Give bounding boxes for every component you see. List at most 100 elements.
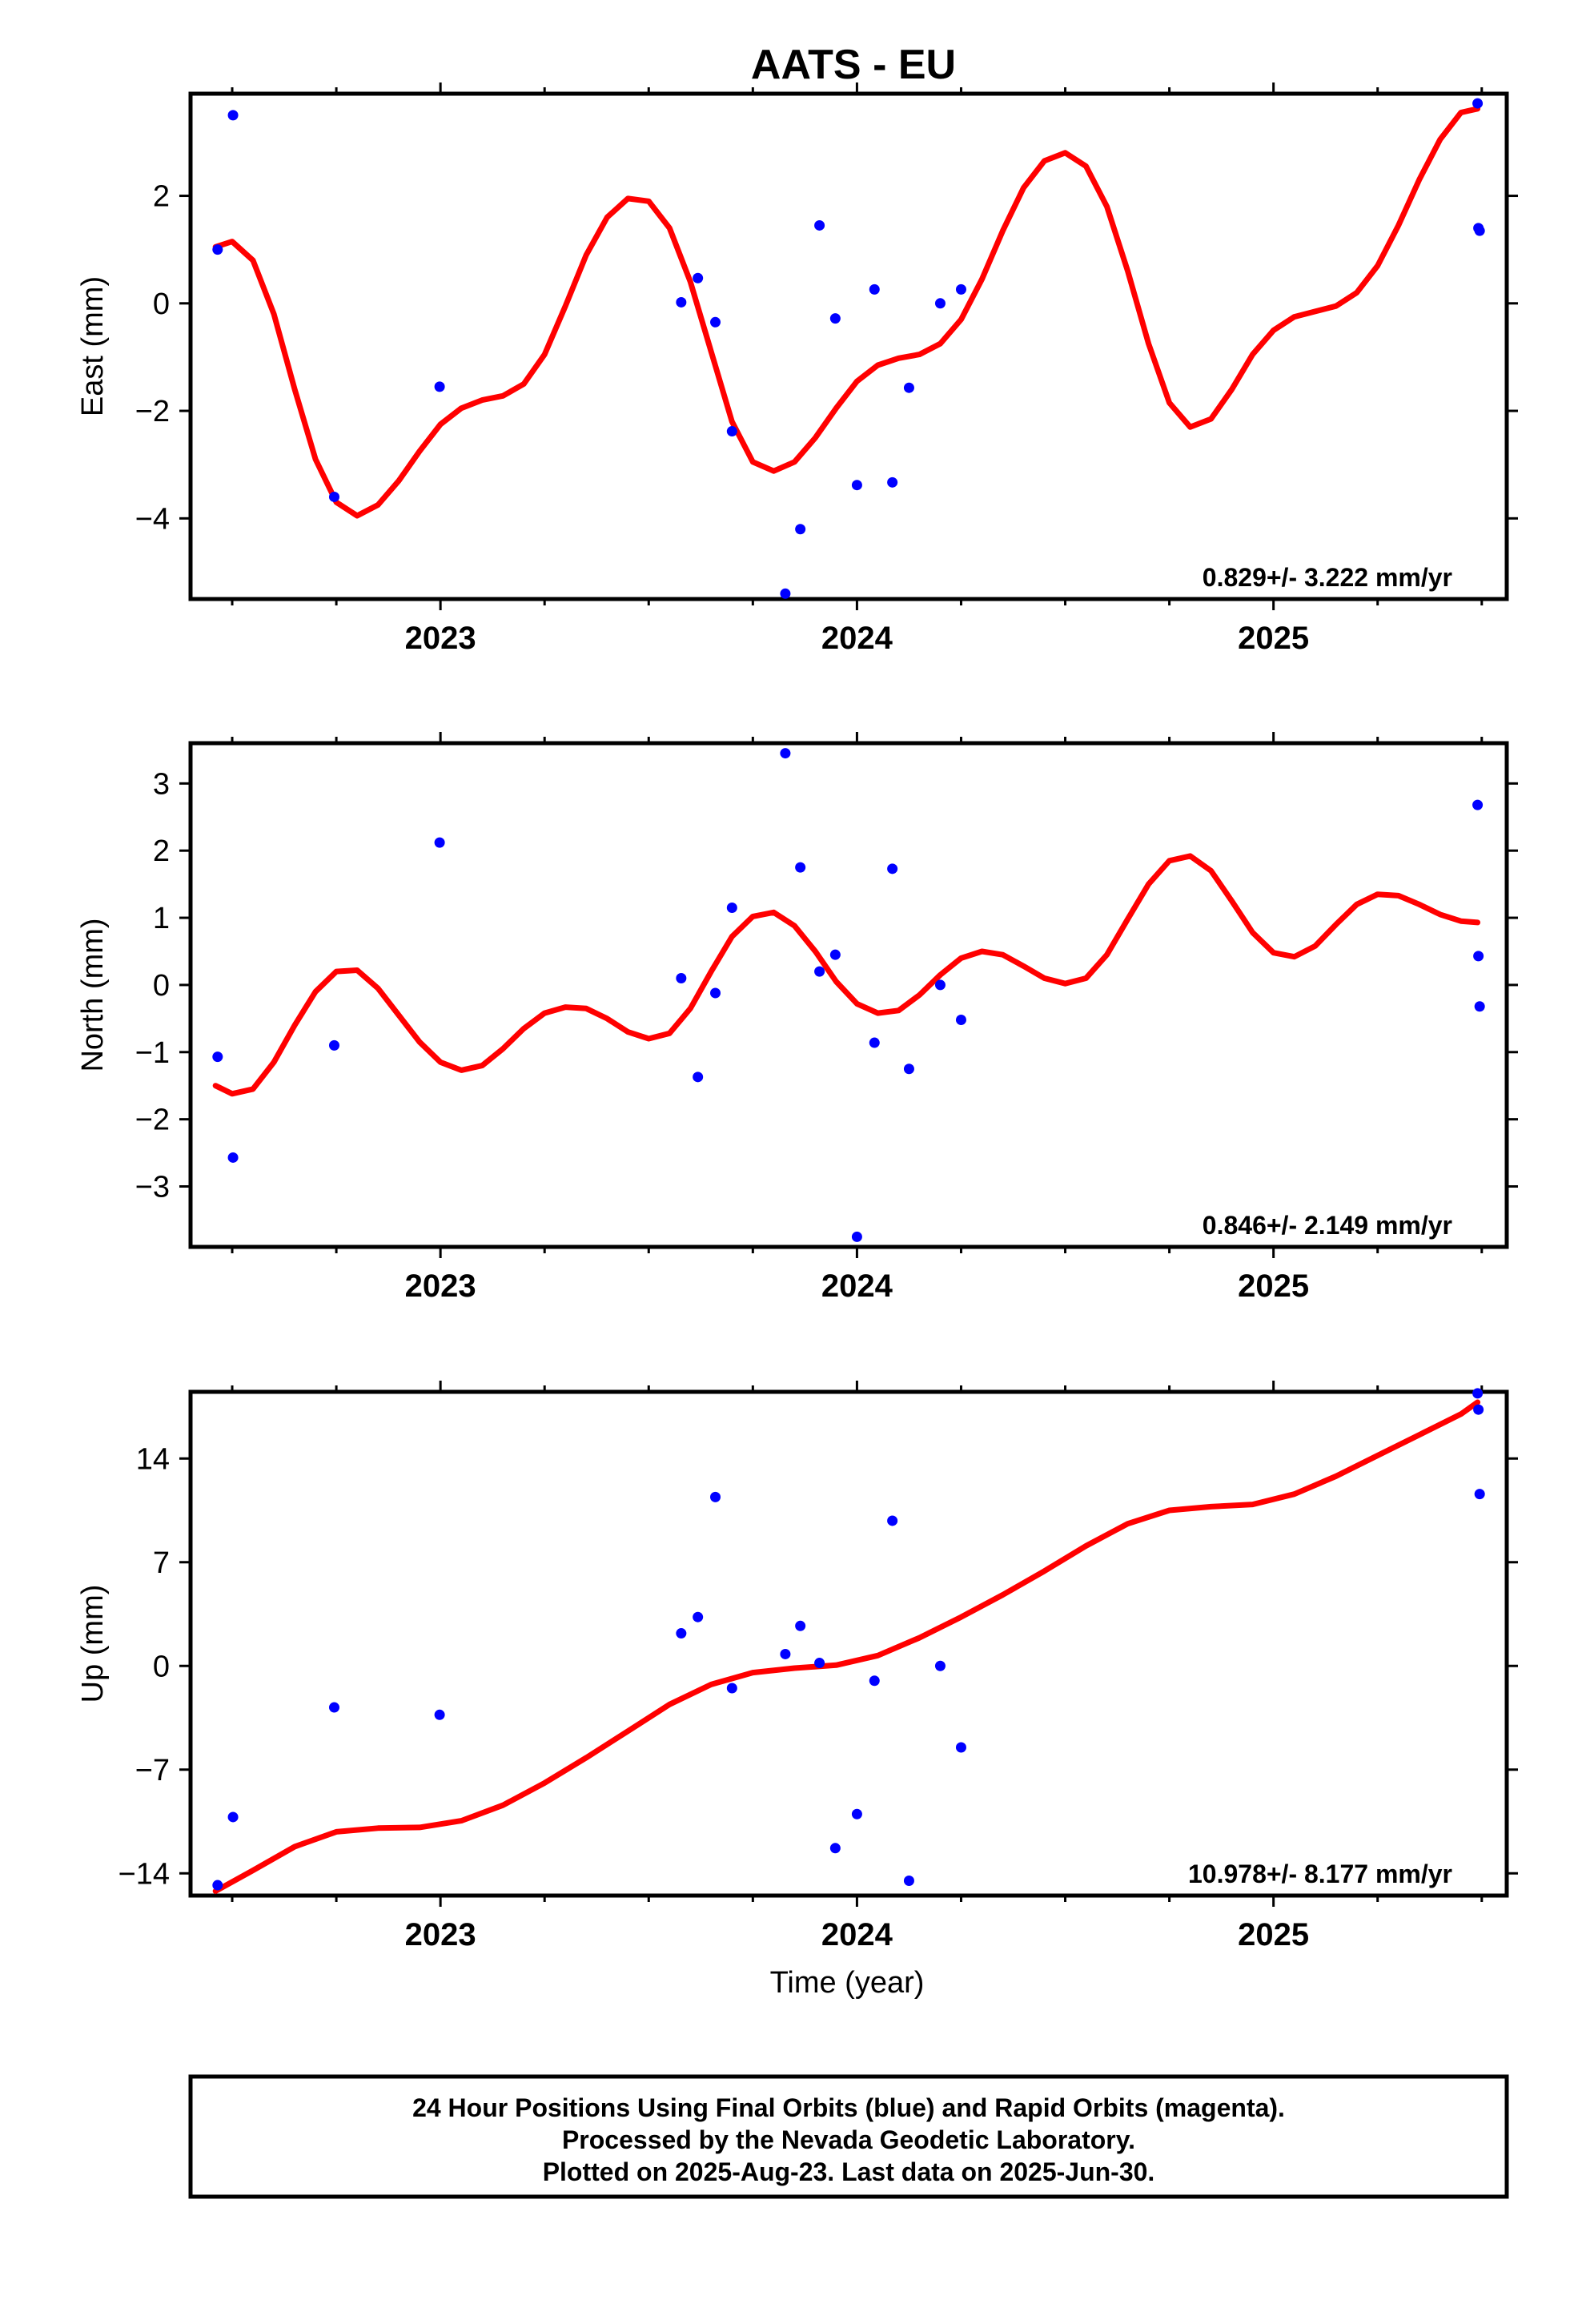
up-data-point (1472, 1388, 1484, 1399)
footer-box: 24 Hour Positions Using Final Orbits (bl… (188, 2074, 1509, 2199)
north-data-point (676, 973, 687, 984)
north-data-point (1473, 951, 1484, 962)
north-data-point (710, 987, 721, 999)
east-data-point (328, 491, 339, 502)
north-x-tick-label: 2023 (405, 1269, 476, 1304)
up-data-point (780, 1648, 791, 1659)
north-data-point (829, 949, 841, 960)
east-data-point (955, 283, 966, 295)
east-y-tick-label: −2 (135, 395, 170, 428)
up-y-tick-label: 0 (153, 1650, 170, 1683)
north-data-point (780, 748, 791, 759)
east-data-point (814, 219, 825, 231)
east-x-tick-label: 2023 (405, 621, 476, 656)
up-y-axis-title: Up (mm) (76, 1585, 110, 1703)
up-data-point (227, 1811, 239, 1823)
up-data-point (934, 1660, 946, 1671)
up-y-tick-label: −7 (135, 1754, 170, 1787)
chart-panels: −4 −2 0 2 2023 2024 2025 East (mm) 0.829+/- 3.22… (76, 82, 1518, 1952)
up-y-tick-label: −14 (118, 1857, 170, 1891)
north-x-tick-label: 2025 (1238, 1269, 1309, 1304)
north-data-point (227, 1152, 239, 1163)
east-data-point (780, 588, 791, 599)
up-fit-line (212, 1399, 1481, 1894)
north-data-point (434, 837, 445, 848)
up-x-tick-label: 2023 (405, 1917, 476, 1952)
east-x-tick-label: 2025 (1238, 621, 1309, 656)
panel-up: −14 −7 0 7 14 2023 2024 2025 Up (mm) 10.978+/- 8.… (76, 1381, 1518, 1952)
up-data-point (795, 1620, 806, 1631)
east-data-point (887, 476, 898, 488)
up-data-point (1474, 1489, 1485, 1500)
north-plot-frame (188, 741, 1509, 1249)
east-plot-frame (188, 91, 1509, 601)
east-data-point (726, 426, 737, 437)
east-rate-label: 0.829+/- 3.222 mm/yr (1203, 563, 1452, 592)
north-y-tick-label: 3 (153, 767, 170, 801)
up-data-point (869, 1675, 880, 1687)
up-y-tick-label: 14 (136, 1442, 170, 1476)
up-data-point (693, 1611, 704, 1622)
east-data-point (676, 296, 687, 308)
east-fit-line (212, 106, 1481, 519)
north-y-axis-title: North (mm) (76, 918, 110, 1072)
up-data-point (710, 1491, 721, 1502)
north-y-tick-label: 0 (153, 969, 170, 1003)
east-data-point (434, 381, 445, 392)
north-y-tick-label: 2 (153, 834, 170, 868)
up-data-point (1473, 1404, 1484, 1415)
footer-line-3: Plotted on 2025-Aug-23. Last data on 202… (543, 2157, 1155, 2186)
x-axis-title: Time (year) (770, 1966, 925, 2000)
north-y-tick-label: −2 (135, 1104, 170, 1137)
up-data-point (851, 1808, 862, 1819)
up-data-point (814, 1658, 825, 1669)
north-y-tick-label: −3 (135, 1171, 170, 1204)
east-data-point (869, 283, 880, 295)
up-data-point (212, 1880, 223, 1891)
east-x-tick-label: 2024 (821, 621, 893, 656)
up-data-point (434, 1709, 445, 1720)
chart-title: AATS - EU (751, 42, 956, 88)
north-fit-line (212, 853, 1481, 1097)
east-data-point (903, 382, 914, 393)
footer-line-1: 24 Hour Positions Using Final Orbits (bl… (412, 2093, 1285, 2122)
up-y-tick-label: 7 (153, 1546, 170, 1580)
up-data-point (726, 1683, 737, 1694)
panel-north: −3 −2 −1 0 1 2 3 2023 2024 2025 North (mm) 0.846+/-… (76, 732, 1518, 1304)
north-data-point (795, 862, 806, 873)
north-data-point (726, 902, 737, 913)
up-plot-frame (188, 1389, 1509, 1898)
up-x-tick-label: 2025 (1238, 1917, 1309, 1952)
east-y-axis-title: East (mm) (76, 276, 110, 416)
north-data-point (887, 863, 898, 875)
up-data-point (328, 1702, 339, 1713)
up-rate-label: 10.978+/- 8.177 mm/yr (1188, 1860, 1452, 1888)
north-data-point (934, 979, 946, 991)
up-data-point (887, 1515, 898, 1526)
panel-east: −4 −2 0 2 2023 2024 2025 East (mm) 0.829+/- 3.22… (76, 82, 1518, 656)
east-data-point (1474, 225, 1485, 236)
north-x-tick-label: 2024 (821, 1269, 893, 1304)
up-data-point (903, 1876, 914, 1886)
north-data-point (955, 1015, 966, 1026)
north-data-point (869, 1037, 880, 1048)
north-data-point (212, 1051, 223, 1063)
east-data-point (227, 110, 239, 121)
north-rate-label: 0.846+/- 2.149 mm/yr (1203, 1211, 1452, 1240)
east-data-point (795, 524, 806, 535)
east-y-tick-label: 0 (153, 287, 170, 321)
north-data-point (814, 966, 825, 977)
east-data-point (212, 244, 223, 255)
north-data-point (328, 1039, 339, 1051)
east-y-tick-label: −4 (135, 502, 170, 536)
east-data-point (851, 480, 862, 491)
east-data-point (829, 313, 841, 324)
east-data-point (934, 298, 946, 309)
east-data-point (1472, 98, 1484, 109)
east-data-point (693, 272, 704, 283)
north-data-point (693, 1072, 704, 1083)
up-data-point (955, 1742, 966, 1753)
north-y-tick-label: −1 (135, 1036, 170, 1070)
up-data-point (829, 1843, 841, 1854)
